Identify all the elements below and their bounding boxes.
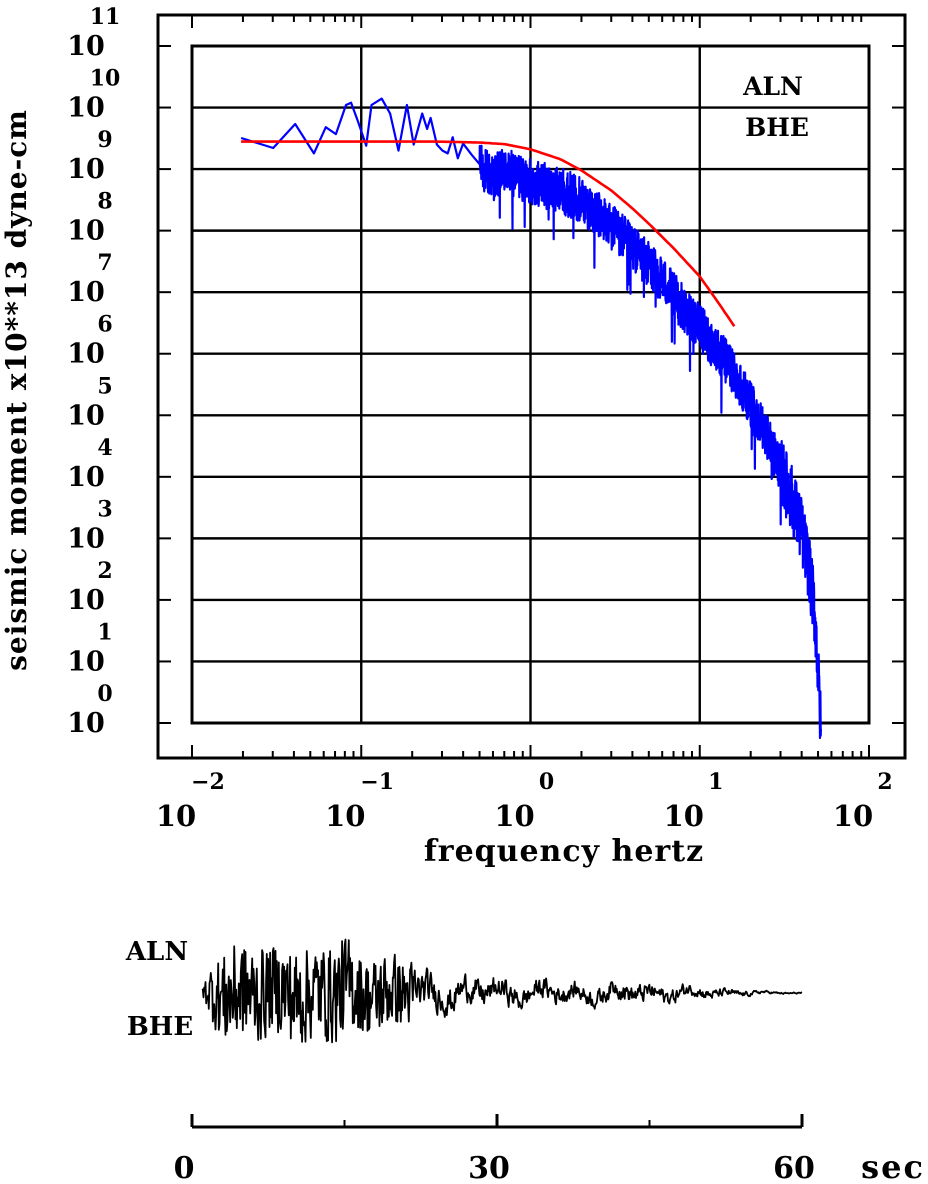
- y-tick-label-base: 10: [67, 31, 105, 62]
- y-tick-label-exponent: 3: [97, 496, 112, 522]
- x-tick-label-exponent: −2: [191, 769, 225, 795]
- x-tick-label-exponent: 1: [708, 769, 723, 795]
- time-tick-labels: 0 30 60: [174, 1151, 815, 1184]
- series-observed-line: [240, 97, 822, 740]
- y-tick-label-exponent: 6: [97, 312, 112, 338]
- seismogram-station-label: ALN: [125, 937, 188, 967]
- y-tick-label-base: 10: [67, 339, 105, 370]
- y-tick-label-exponent: 2: [97, 558, 112, 584]
- y-tick-label-exponent: 7: [97, 250, 112, 276]
- y-tick-label-base: 10: [67, 93, 105, 124]
- seismogram-component-label: BHE: [127, 1012, 193, 1042]
- y-tick-label-base: 10: [67, 154, 105, 185]
- y-tick-label-exponent: 4: [97, 435, 112, 461]
- y-tick-label-exponent: 0: [97, 681, 112, 707]
- y-tick-label-base: 10: [67, 216, 105, 247]
- y-axis-label: seismic moment x10**13 dyne-cm: [0, 109, 33, 671]
- y-tick-label-base: 10: [67, 462, 105, 493]
- x-tick-label-base: 10: [833, 799, 873, 833]
- x-tick-label-exponent: −1: [360, 769, 394, 795]
- x-tick-label-exponent: 0: [539, 769, 554, 795]
- component-label: BHE: [745, 113, 809, 142]
- time-tick-label: 30: [468, 1151, 510, 1184]
- y-tick-label-base: 10: [67, 400, 105, 431]
- y-tick-label-base: 10: [67, 523, 105, 554]
- y-tick-label-base: 10: [67, 708, 105, 739]
- time-tick-label: 0: [174, 1151, 195, 1184]
- spectrum-grid: [190, 44, 871, 725]
- y-tick-label-base: 10: [67, 277, 105, 308]
- time-unit-label: sec: [861, 1148, 925, 1184]
- seismogram-trace: [201, 938, 803, 1044]
- y-tick-label-exponent: 11: [90, 4, 121, 30]
- y-tick-label-base: 10: [67, 585, 105, 616]
- y-tick-label-base: 10: [67, 646, 105, 677]
- series-model-line: [241, 140, 736, 327]
- y-tick-label-exponent: 1: [97, 619, 112, 645]
- x-tick-label-exponent: 2: [877, 769, 892, 795]
- x-axis-label: frequency hertz: [424, 834, 704, 869]
- x-tick-label-base: 10: [325, 799, 365, 833]
- seismogram: ALN BHE 0 30 60 sec: [125, 937, 925, 1184]
- y-tick-label-exponent: 8: [97, 189, 112, 215]
- time-tick-label: 60: [773, 1151, 815, 1184]
- spectrum-axis-ticks: [158, 15, 905, 758]
- y-tick-label-exponent: 10: [90, 66, 121, 92]
- time-axis: [190, 1114, 804, 1129]
- x-tick-label-base: 10: [664, 799, 704, 833]
- station-label: ALN: [742, 72, 803, 101]
- y-tick-label-exponent: 9: [97, 127, 112, 153]
- x-tick-label-base: 10: [156, 799, 196, 833]
- x-tick-label-base: 10: [494, 799, 534, 833]
- y-tick-label-exponent: 5: [97, 373, 112, 399]
